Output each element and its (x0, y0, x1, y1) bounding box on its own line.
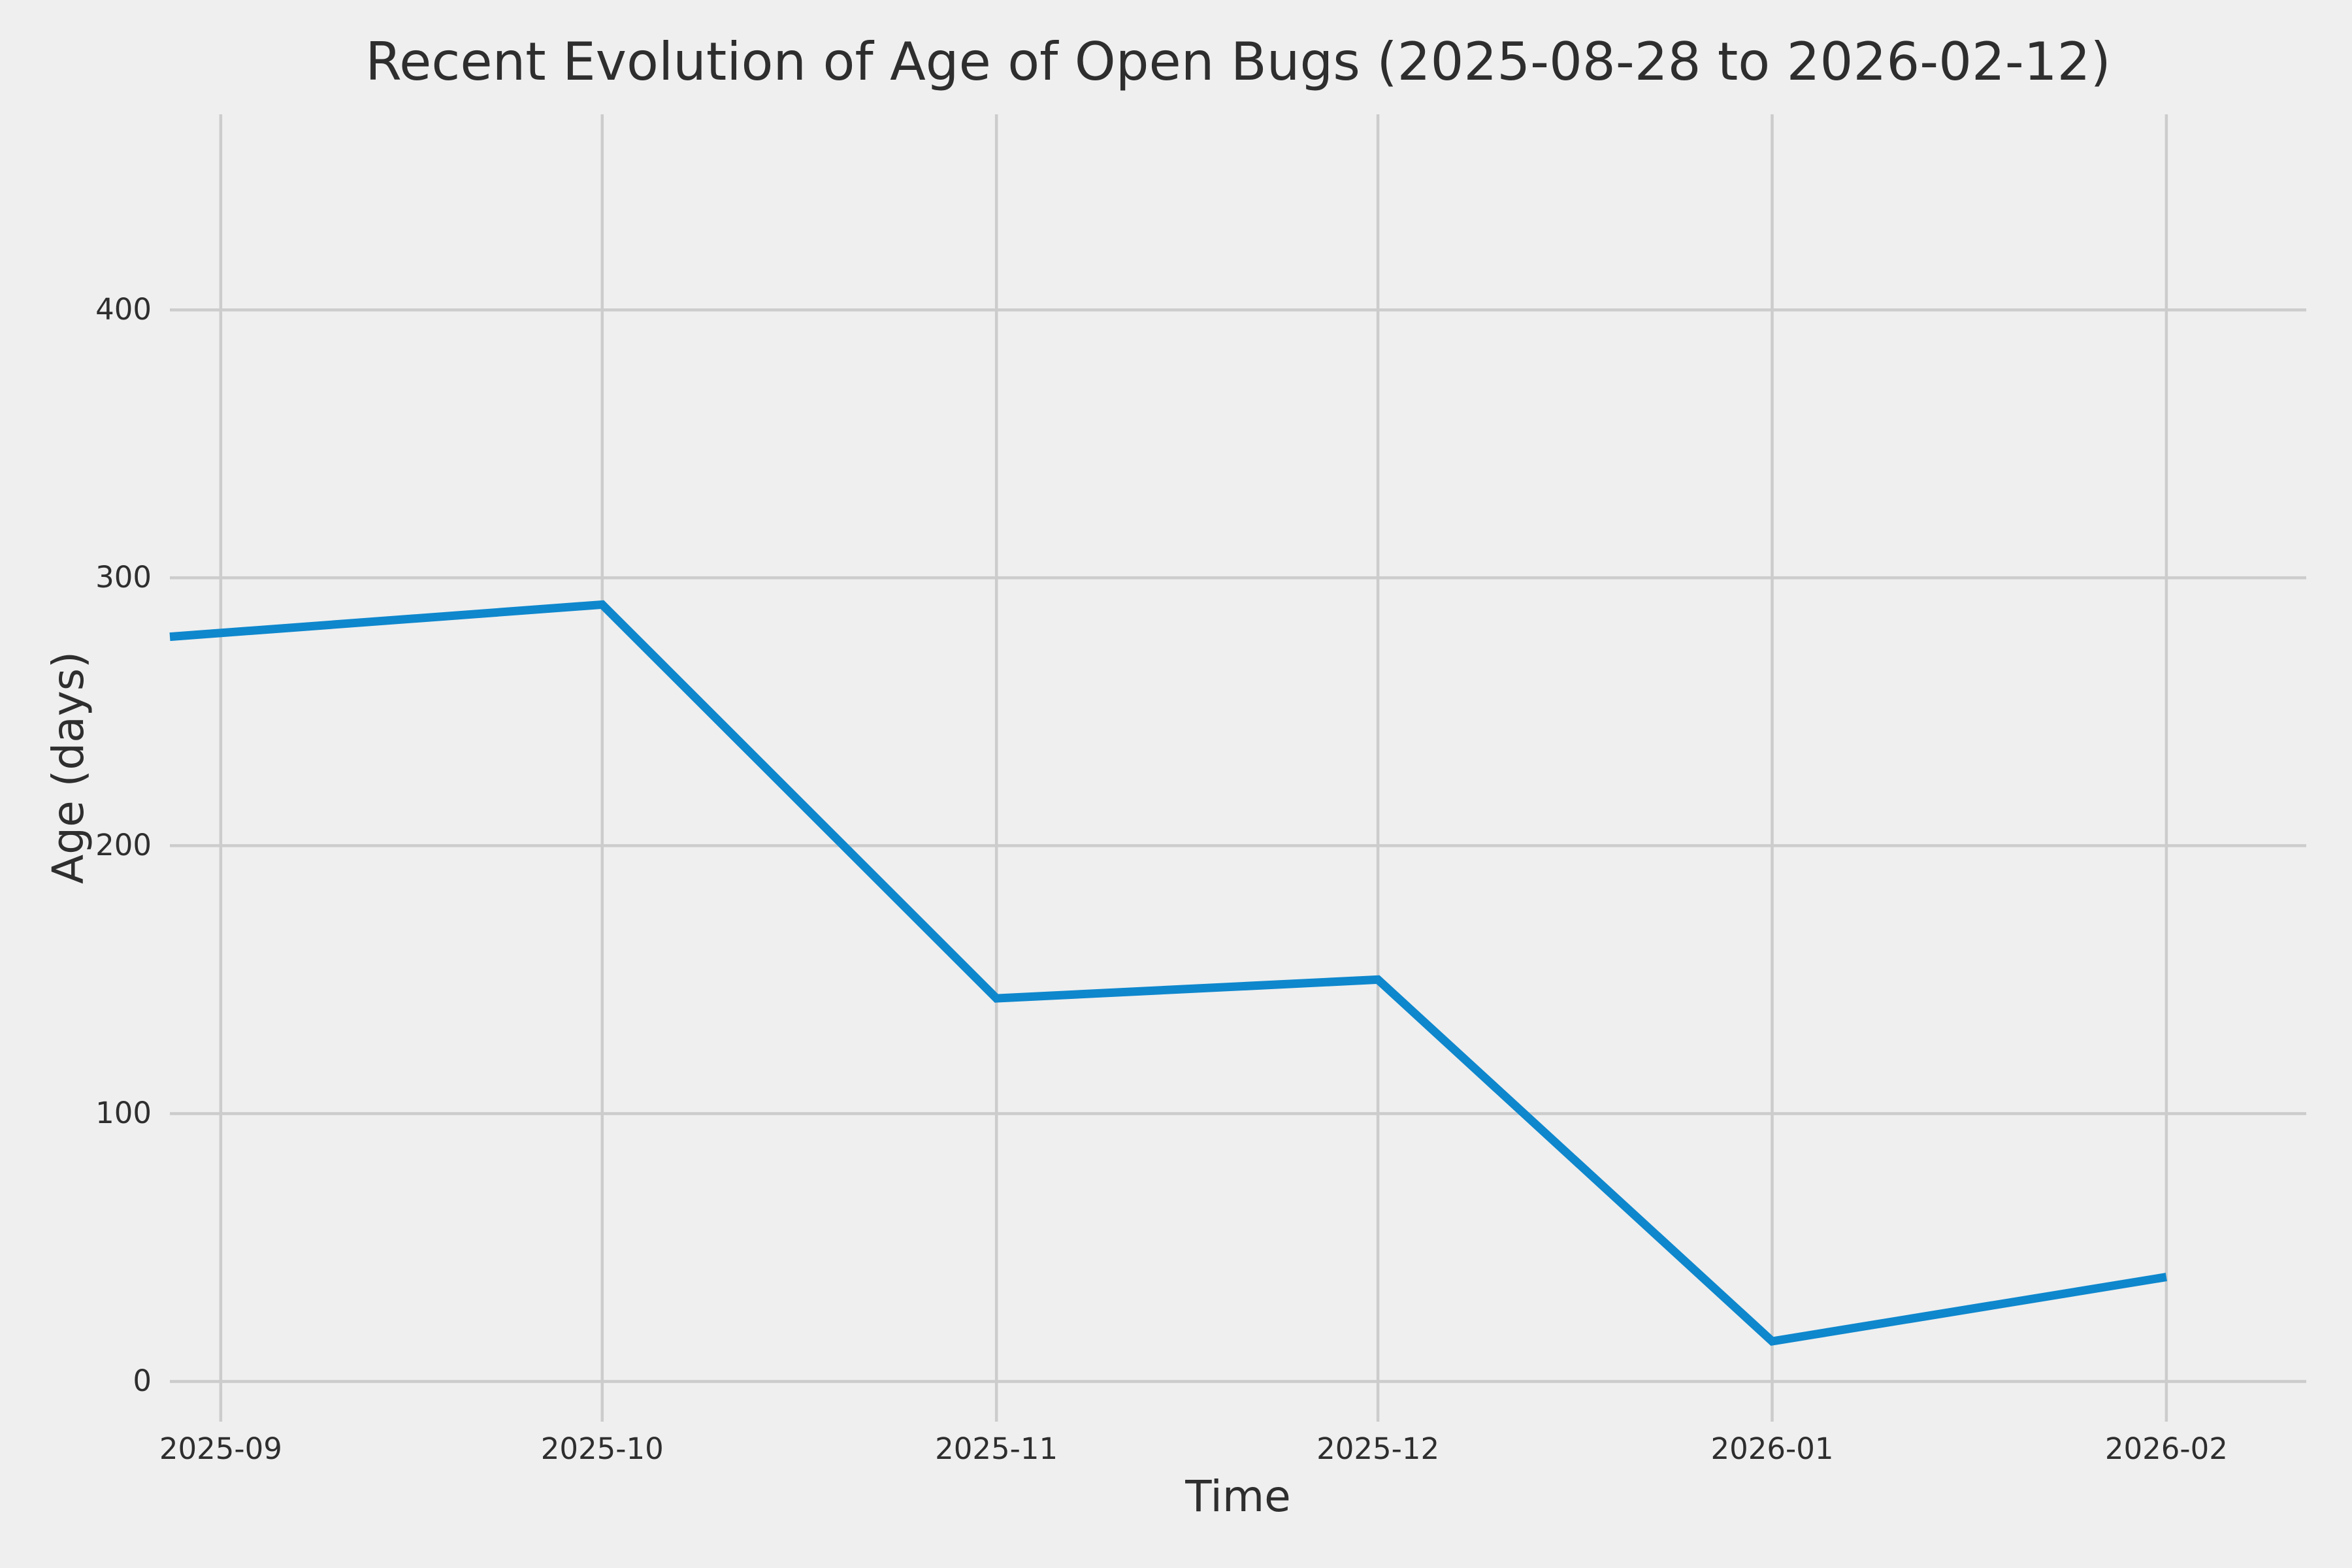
x-tick-label: 2026-01 (1710, 1431, 1834, 1466)
y-tick-label: 300 (95, 560, 152, 595)
x-tick-label: 2025-09 (159, 1431, 282, 1466)
chart-title: Recent Evolution of Age of Open Bugs (20… (365, 31, 2111, 92)
y-tick-label: 200 (95, 828, 152, 863)
x-tick-label: 2025-11 (935, 1431, 1058, 1466)
gridlines (170, 114, 2306, 1422)
x-tick-label: 2025-12 (1316, 1431, 1440, 1466)
x-axis-label: Time (1185, 1471, 1291, 1522)
y-tick-label: 100 (95, 1096, 152, 1131)
line-age-of-open-bugs (169, 600, 2167, 1346)
data-series (169, 600, 2167, 1346)
y-tick-label: 0 (133, 1364, 152, 1399)
x-tick-label: 2026-02 (2104, 1431, 2228, 1466)
y-tick-label: 400 (95, 292, 152, 327)
x-tick-label: 2025-10 (540, 1431, 664, 1466)
